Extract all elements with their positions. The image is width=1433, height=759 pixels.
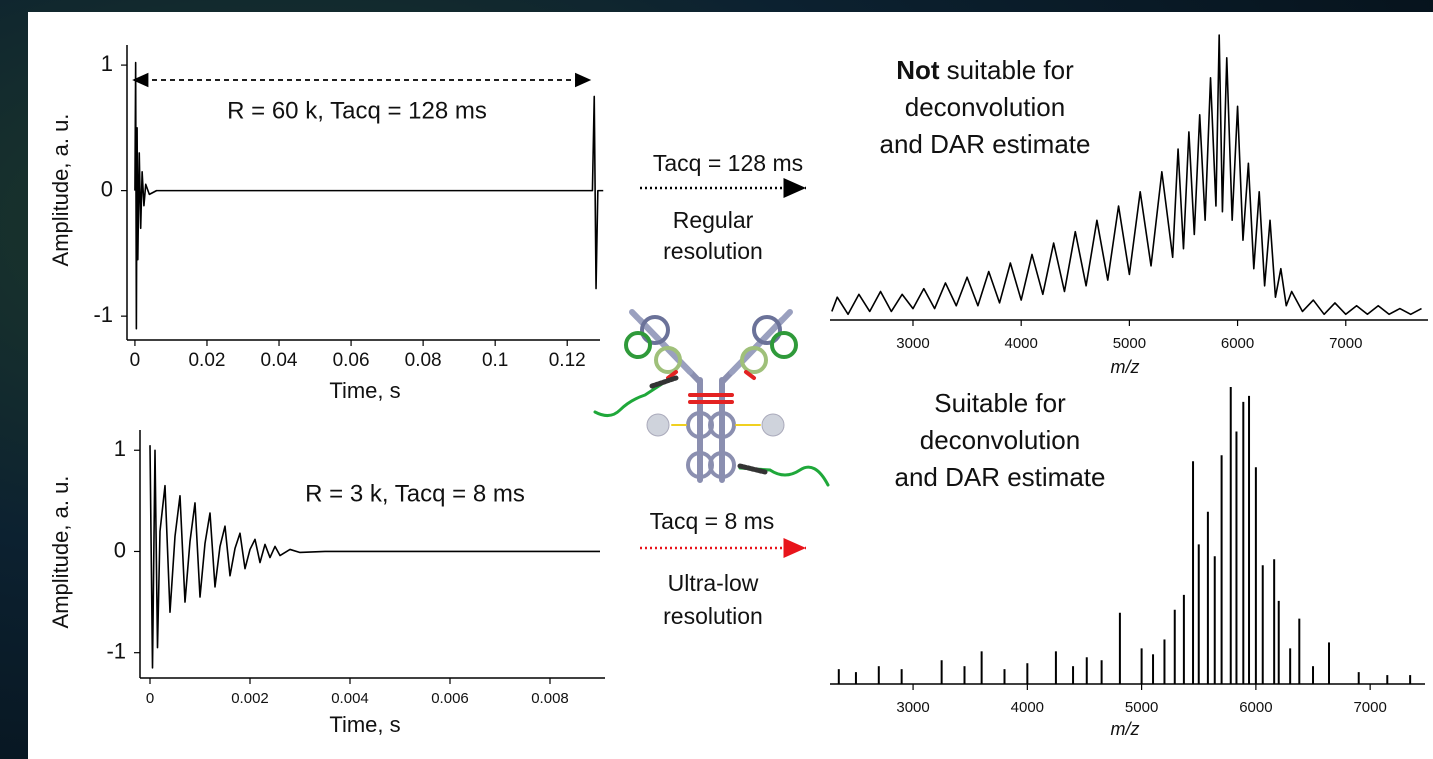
x-tick-label: 0.008 — [531, 690, 569, 707]
spectrum-title: and DAR estimate — [880, 129, 1091, 159]
x-tick-label: 4000 — [1011, 699, 1044, 716]
x-tick-label: 0 — [146, 690, 154, 707]
x-tick-label: 5000 — [1125, 699, 1158, 716]
x-tick-label: 0.08 — [405, 350, 442, 371]
antibody-illustration — [593, 309, 830, 487]
x-tick-label: 0.1 — [482, 350, 508, 371]
upper-caption: resolution — [663, 238, 763, 264]
spectrum-title: Not suitable for — [896, 55, 1074, 85]
x-axis-label: Time, s — [329, 378, 400, 403]
x-tick-label: 3000 — [896, 699, 929, 716]
upper-arrow-label: Tacq = 128 ms — [653, 150, 803, 176]
signal-line — [134, 61, 604, 330]
x-tick-label: 4000 — [1004, 335, 1037, 352]
y-tick-label: 1 — [114, 436, 126, 461]
lower-caption: Ultra-low — [668, 570, 759, 596]
x-tick-label: 7000 — [1353, 699, 1386, 716]
spectrum-title: Suitable for — [934, 388, 1066, 418]
lower-caption: resolution — [663, 603, 763, 629]
spectrum-title: and DAR estimate — [895, 462, 1106, 492]
title-rest: suitable for — [947, 55, 1075, 85]
y-tick-label: 1 — [101, 51, 113, 76]
annotation: R = 3 k, Tacq = 8 ms — [305, 480, 525, 507]
upper-caption: Regular — [673, 207, 754, 233]
y-tick-label: -1 — [93, 302, 113, 327]
x-tick-label: 6000 — [1239, 699, 1272, 716]
x-axis-label: m/z — [1111, 719, 1140, 739]
y-axis-label: Amplitude, a. u. — [48, 114, 73, 267]
x-tick-label: 3000 — [896, 335, 929, 352]
x-tick-label: 0 — [130, 350, 141, 371]
x-tick-label: 0.004 — [331, 690, 369, 707]
x-axis-label: Time, s — [329, 712, 400, 737]
x-tick-label: 6000 — [1221, 335, 1254, 352]
y-axis-label: Amplitude, a. u. — [48, 476, 73, 629]
x-tick-label: 0.12 — [549, 350, 586, 371]
x-tick-label: 0.04 — [261, 350, 298, 371]
lower-arrow-label: Tacq = 8 ms — [650, 508, 775, 534]
signal-line — [831, 34, 1422, 316]
y-tick-label: 0 — [101, 176, 113, 201]
x-tick-label: 0.006 — [431, 690, 469, 707]
x-tick-label: 0.02 — [188, 350, 225, 371]
title-emphasis: Not — [896, 55, 940, 85]
spectrum-title: deconvolution — [905, 92, 1065, 122]
x-tick-label: 0.002 — [231, 690, 269, 707]
x-tick-label: 5000 — [1113, 335, 1146, 352]
y-tick-label: -1 — [106, 639, 126, 664]
x-tick-label: 7000 — [1329, 335, 1362, 352]
x-tick-label: 0.06 — [333, 350, 370, 371]
spectrum-title: deconvolution — [920, 425, 1080, 455]
x-axis-label: m/z — [1111, 357, 1140, 377]
annotation: R = 60 k, Tacq = 128 ms — [227, 97, 487, 124]
signal-line — [149, 445, 600, 669]
y-tick-label: 0 — [114, 537, 126, 562]
